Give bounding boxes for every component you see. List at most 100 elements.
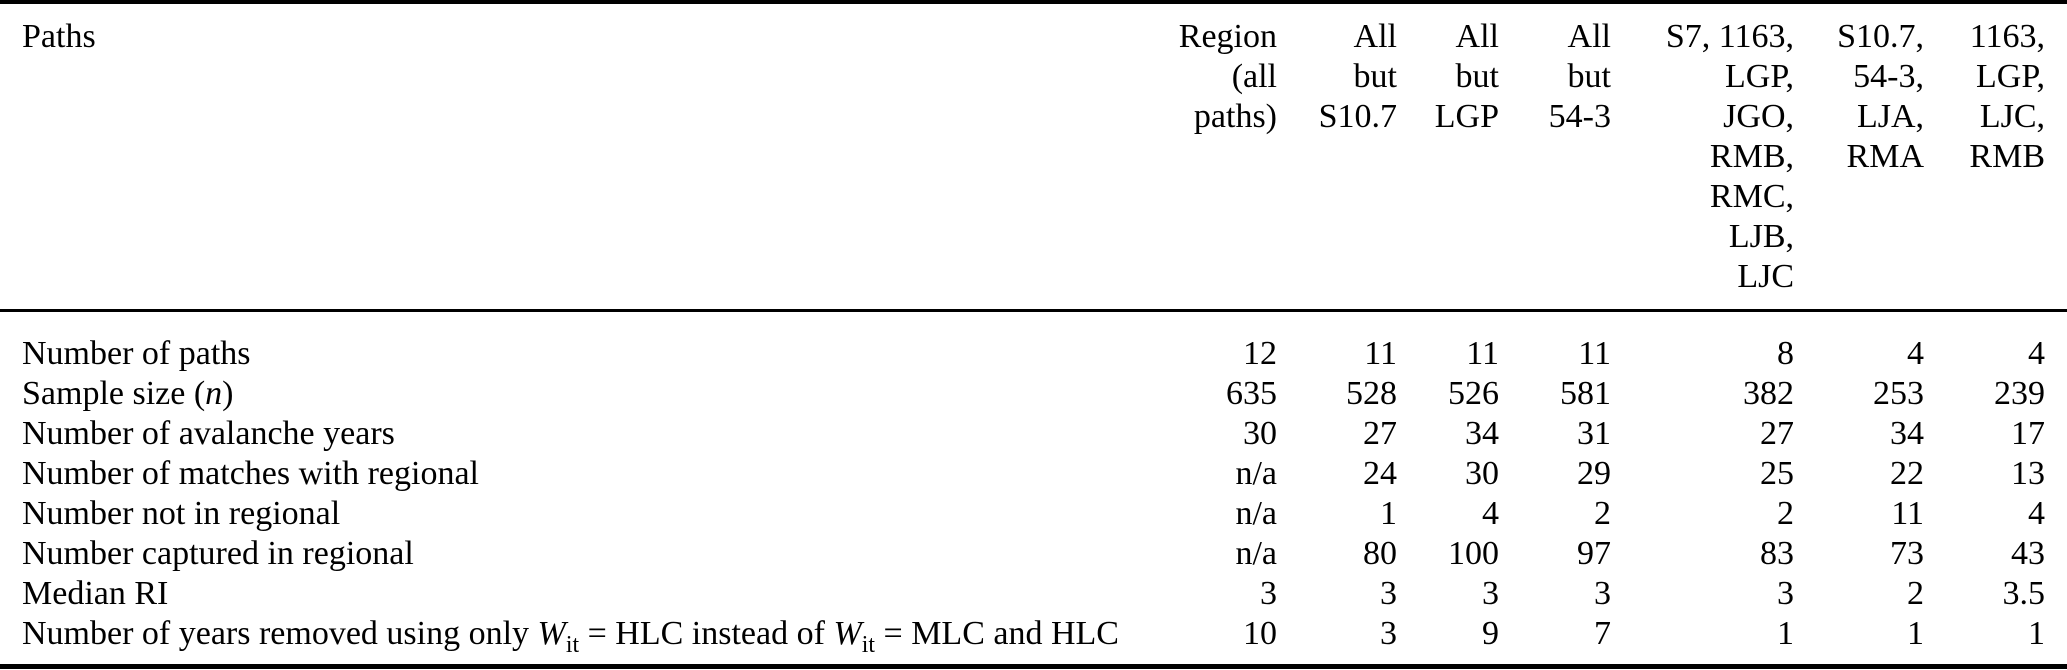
table-cell: 10 (1243, 615, 1277, 652)
table-cell: 1 (1907, 615, 1924, 652)
table-cell: 12 (1243, 335, 1277, 372)
table-cell: 27 (1363, 415, 1397, 452)
row-label-segment: Number of matches with regional (22, 455, 479, 492)
row-label-segment: Number captured in regional (22, 535, 414, 572)
table-cell: 27 (1760, 415, 1794, 452)
table-cell: 8 (1777, 335, 1794, 372)
row-label: Number of years removed using only Wit =… (0, 614, 1150, 667)
table-cell: 239 (1994, 375, 2045, 412)
table-cell: 24 (1363, 455, 1397, 492)
table-cell: 4 (1907, 335, 1924, 372)
table-cell: 30 (1243, 415, 1277, 452)
table-cell: 17 (2011, 415, 2045, 452)
table-cell: 528 (1346, 375, 1397, 412)
column-header-line: 1163, (1969, 18, 2045, 55)
column-header-line: JGO, (1723, 98, 1794, 135)
table-cell: n/a (1235, 495, 1277, 532)
table-row: Number captured in regional n/a 80 100 97 83 7… (0, 534, 2067, 574)
table-row: Median RI 3 3 3 3 3 2 3.5 (0, 574, 2067, 614)
row-label-segment: Number of paths (22, 335, 251, 372)
table-cell: 25 (1760, 455, 1794, 492)
column-header: All but 54-3 (1499, 2, 1611, 312)
row-label-segment: Sample size ( (22, 375, 206, 412)
column-header-line: RMB, (1709, 138, 1794, 175)
column-header-line: LGP, (1976, 58, 2045, 95)
table-cell: 34 (1890, 415, 1924, 452)
column-header-line: paths) (1193, 98, 1277, 135)
column-header: Region (all paths) (1150, 2, 1277, 312)
column-header-line: S7, 1163, (1665, 18, 1794, 55)
table-cell: 3 (1482, 575, 1499, 612)
column-header-line: 54-3, (1853, 58, 1924, 95)
row-label: Number of paths (0, 311, 1150, 375)
table-cell: 3 (1380, 575, 1397, 612)
column-header-line: S10.7 (1318, 98, 1397, 135)
row-label-segment: = (875, 615, 912, 652)
row-label-segment: W (537, 615, 566, 652)
table-cell: 581 (1560, 375, 1611, 412)
column-header-line: LJB, (1728, 218, 1794, 255)
row-label-segment: HLC instead of (615, 615, 834, 652)
column-header-line: RMA (1846, 138, 1924, 175)
table-body: Number of paths 12 11 11 11 8 4 4 Sample size (n… (0, 311, 2067, 667)
row-label-segment: ) (222, 375, 234, 412)
table-cell: 83 (1760, 535, 1794, 572)
column-header-line: LJA, (1856, 98, 1924, 135)
column-header-line: RMC, (1709, 178, 1794, 215)
row-label: Number of avalanche years (0, 414, 1150, 454)
row-label: Median RI (0, 574, 1150, 614)
table-cell: 1 (1380, 495, 1397, 532)
column-header-line: but (1353, 58, 1397, 95)
column-header-line: Region (1178, 18, 1277, 55)
table-cell: 97 (1577, 535, 1611, 572)
row-label-segment: it (861, 631, 875, 658)
column-header-paths: Paths (0, 2, 1150, 312)
table-cell: 7 (1594, 615, 1611, 652)
table-cell: 1 (2028, 615, 2045, 652)
table-cell: 635 (1226, 375, 1277, 412)
column-header-line: All (1455, 18, 1499, 55)
table-row: Number not in regional n/a 1 4 2 2 11 4 (0, 494, 2067, 534)
table-cell: 4 (2028, 495, 2045, 532)
table-row: Number of matches with regional n/a 24 30 29… (0, 454, 2067, 494)
row-label-segment: MLC and HLC (911, 615, 1119, 652)
row-label-segment: W (833, 615, 862, 652)
table-cell: n/a (1235, 535, 1277, 572)
column-header: All but LGP (1397, 2, 1499, 312)
column-header: S7, 1163, LGP, JGO, RMB, RMC, LJB, LJC (1611, 2, 1794, 312)
table-cell: 13 (2011, 455, 2045, 492)
row-label-segment: it (565, 631, 580, 658)
column-header-line: RMB (1969, 138, 2045, 175)
table-cell: 3 (1260, 575, 1277, 612)
table-row: Number of avalanche years 30 27 34 31 27 34 17 (0, 414, 2067, 454)
table-cell: 382 (1743, 375, 1794, 412)
table-cell: 3 (1380, 615, 1397, 652)
table-cell: 9 (1482, 615, 1499, 652)
table-cell: 43 (2011, 535, 2045, 572)
table-row: Number of years removed using only Wit =… (0, 614, 2067, 667)
column-header-line: but (1567, 58, 1611, 95)
table-cell: 3 (1594, 575, 1611, 612)
column-header-line: LJC, (1979, 98, 2045, 135)
column-header-line: LGP, (1725, 58, 1794, 95)
row-label-segment: Median RI (22, 575, 169, 612)
table-cell: 11 (1578, 335, 1611, 372)
table-cell: 100 (1448, 535, 1499, 572)
table-cell: 2 (1907, 575, 1924, 612)
column-header: All but S10.7 (1277, 2, 1397, 312)
row-label-segment: Number of years removed using only (22, 615, 538, 652)
row-label: Number captured in regional (0, 534, 1150, 574)
table-cell: 31 (1577, 415, 1611, 452)
row-label: Sample size (n) (0, 374, 1150, 414)
table-row: Sample size (n) 635 528 526 581 382 253 239 (0, 374, 2067, 414)
header-row: Paths Region (all paths) All but S10.7 All but L… (0, 2, 2067, 312)
table-row: Number of paths 12 11 11 11 8 4 4 (0, 311, 2067, 375)
row-label-segment: n (205, 375, 223, 412)
table-cell: 1 (1777, 615, 1794, 652)
table-cell: 4 (2028, 335, 2045, 372)
row-label: Number not in regional (0, 494, 1150, 534)
column-header-line: All (1353, 18, 1397, 55)
table-cell: 30 (1465, 455, 1499, 492)
table-cell: 11 (1466, 335, 1499, 372)
